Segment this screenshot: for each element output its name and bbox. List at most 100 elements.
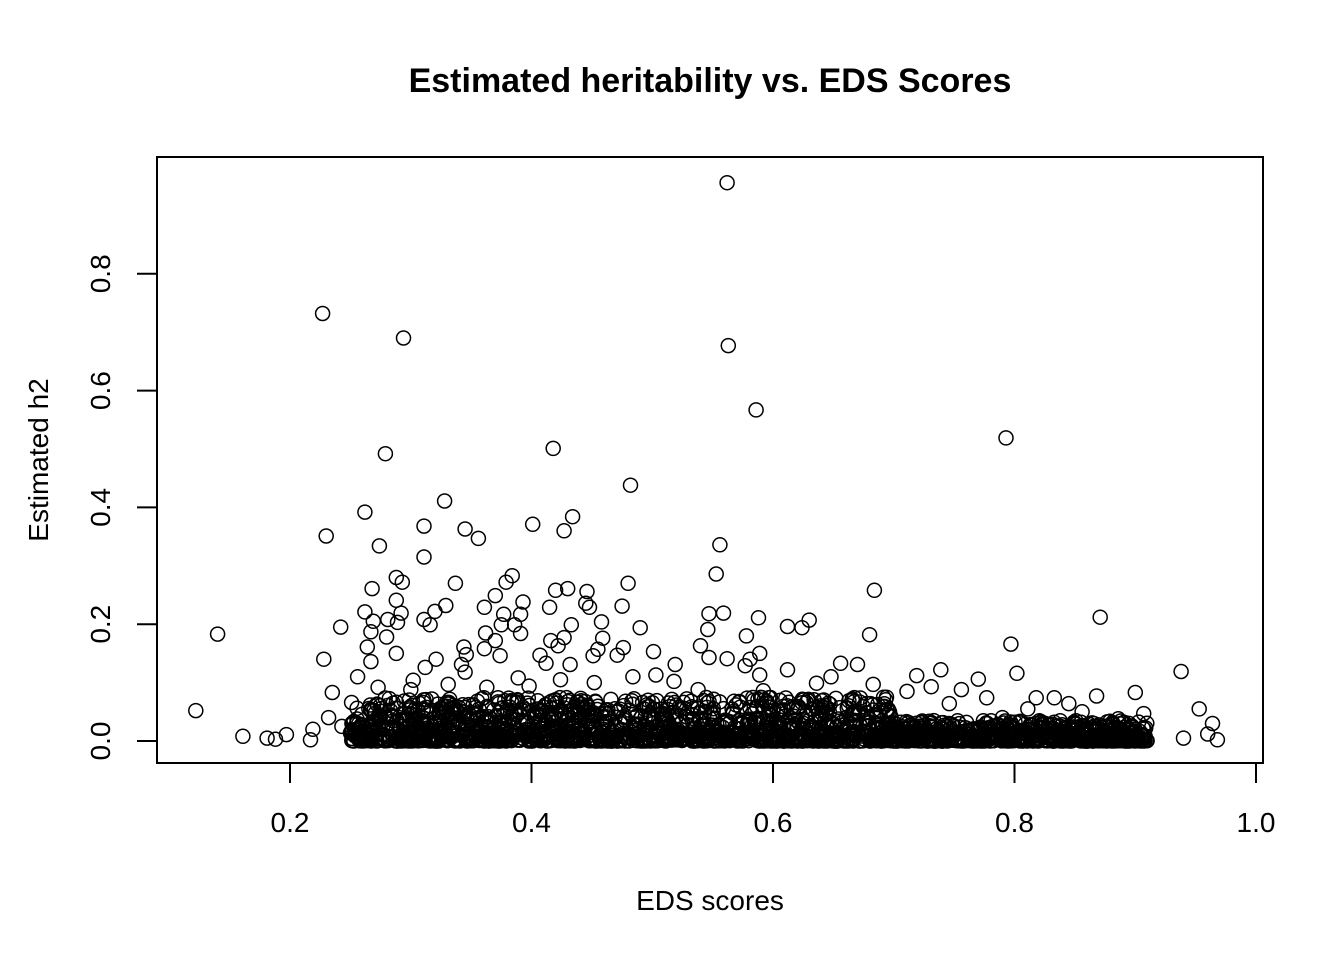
data-point <box>810 699 826 716</box>
data-point <box>547 582 564 599</box>
data-point <box>622 477 639 493</box>
data-point <box>758 693 775 709</box>
data-point <box>593 614 610 630</box>
data-point <box>378 629 395 645</box>
data-point <box>904 729 920 745</box>
data-point <box>572 690 589 707</box>
data-point <box>453 656 470 673</box>
data-point <box>318 528 334 544</box>
data-point <box>844 726 861 742</box>
data-point <box>417 659 433 676</box>
data-point <box>1060 718 1077 735</box>
data-point <box>750 610 767 626</box>
data-point <box>908 667 925 684</box>
data-point <box>708 566 724 582</box>
data-point <box>794 691 811 708</box>
data-point <box>823 714 840 731</box>
data-point <box>674 732 690 749</box>
data-point <box>659 728 675 744</box>
data-point <box>609 647 625 663</box>
data-point <box>450 731 466 747</box>
data-point <box>826 717 842 733</box>
data-point <box>748 402 764 418</box>
data-point <box>602 713 619 730</box>
data-point <box>581 599 598 616</box>
data-point <box>666 694 683 711</box>
y-tick-label: 0.6 <box>85 371 116 410</box>
data-point <box>575 729 591 745</box>
data-point <box>790 733 807 749</box>
data-point <box>405 718 421 735</box>
data-point <box>416 611 432 628</box>
data-point <box>551 732 568 748</box>
data-point <box>357 604 373 620</box>
data-point <box>953 681 970 698</box>
data-point <box>488 725 504 742</box>
data-point <box>492 647 508 664</box>
data-point <box>389 614 406 631</box>
data-point <box>1016 730 1033 746</box>
data-point <box>648 667 664 683</box>
data-point <box>502 704 519 721</box>
plot-frame <box>156 156 1264 764</box>
data-point <box>503 692 520 709</box>
data-point <box>822 696 838 712</box>
data-point <box>637 725 653 741</box>
data-point <box>532 702 549 719</box>
data-point <box>1135 705 1152 722</box>
data-point <box>363 653 379 670</box>
data-point <box>1173 663 1189 680</box>
data-point <box>579 583 595 600</box>
data-point <box>515 594 531 610</box>
data-point <box>415 710 432 726</box>
data-point <box>456 699 473 716</box>
data-point <box>827 733 844 749</box>
data-point <box>779 697 795 714</box>
data-point <box>715 605 732 621</box>
data-point <box>539 733 555 749</box>
data-point <box>556 523 572 539</box>
data-point <box>1102 713 1118 729</box>
data-point <box>846 693 862 710</box>
data-point <box>395 330 412 346</box>
data-point <box>634 694 651 711</box>
data-point <box>1007 721 1023 737</box>
data-point <box>715 726 731 743</box>
data-point <box>457 664 473 680</box>
data-point <box>438 597 454 614</box>
x-axis: 0.2 0.4 0.6 0.8 1.0 <box>271 762 1275 838</box>
data-point <box>1020 701 1036 717</box>
data-point <box>1074 723 1091 739</box>
data-point <box>878 689 895 705</box>
data-point <box>615 725 632 742</box>
data-point <box>457 521 473 537</box>
data-point <box>332 619 349 635</box>
data-point <box>756 692 773 708</box>
data-point <box>937 732 954 749</box>
data-point <box>617 710 634 726</box>
data-point <box>403 681 419 698</box>
data-point <box>692 705 709 721</box>
data-point <box>866 582 883 599</box>
data-point <box>978 690 995 706</box>
data-point <box>654 705 671 721</box>
data-point <box>661 731 678 748</box>
data-point <box>520 690 537 706</box>
data-point <box>550 638 566 654</box>
data-point <box>495 606 512 623</box>
data-point <box>1046 728 1062 744</box>
data-point <box>797 721 813 738</box>
data-point <box>632 619 648 636</box>
data-point <box>1191 701 1207 717</box>
x-tick-label: 0.2 <box>271 807 310 838</box>
x-tick-label: 0.4 <box>512 807 551 838</box>
data-point <box>585 647 601 664</box>
data-point <box>1061 695 1077 712</box>
data-point <box>563 617 580 633</box>
data-point <box>717 712 733 728</box>
data-point <box>357 504 373 520</box>
data-point <box>899 683 915 700</box>
data-point <box>1072 733 1089 749</box>
data-point <box>935 721 952 738</box>
data-point <box>844 706 861 722</box>
